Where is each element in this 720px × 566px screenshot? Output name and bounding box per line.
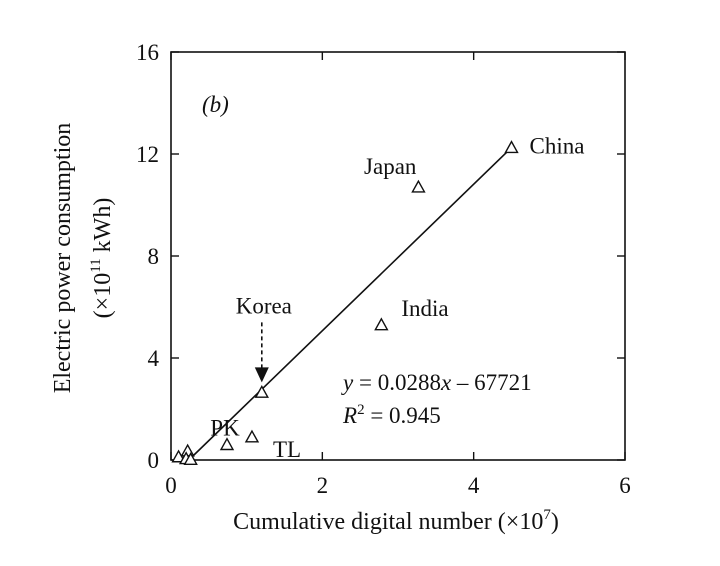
data-point-marker <box>219 437 235 451</box>
y-tick-label: 12 <box>136 142 159 167</box>
point-label-korea: Korea <box>236 293 292 318</box>
point-label-japan: Japan <box>364 154 417 179</box>
data-point-marker <box>374 317 389 331</box>
data-point-marker <box>504 140 519 154</box>
y-tick-label: 16 <box>136 40 159 65</box>
arrow-head <box>254 367 269 383</box>
x-tick-label: 6 <box>619 473 631 498</box>
data-point-marker <box>411 179 426 193</box>
point-label-china: China <box>530 134 585 159</box>
fit-line-group <box>188 147 513 461</box>
data-point-marker <box>244 429 260 443</box>
point-label-pk: PK <box>210 416 240 441</box>
plot-frame <box>170 51 626 461</box>
y-axis-title-line1-group: Electric power consumption <box>50 123 76 394</box>
x-tick-label: 4 <box>468 473 480 498</box>
y-axis-title-line1: Electric power consumption <box>50 123 76 394</box>
point-label-tl: TL <box>273 437 301 462</box>
regression-equation: y = 0.0288x – 67721 <box>341 370 532 395</box>
data-point-marker <box>254 384 269 398</box>
data-point-marker <box>183 452 198 465</box>
y-tick-label: 8 <box>148 244 160 269</box>
y-axis-title-line2-group: (×1011 kWh) <box>88 198 116 319</box>
annotations: (b) y = 0.0288x – 67721 R2 = 0.945 Cumul… <box>50 92 559 535</box>
y-axis-title-line2: (×1011 kWh) <box>88 198 116 319</box>
data-points: China Japan India Korea PK TL <box>171 134 585 465</box>
x-tick-label: 0 <box>165 473 177 498</box>
data-point-marker <box>171 449 186 463</box>
panel-label: (b) <box>202 92 229 117</box>
point-label-india: India <box>401 296 448 321</box>
regression-line <box>188 147 513 461</box>
x-tick-label: 2 <box>317 473 329 498</box>
x-axis-title: Cumulative digital number (×107) <box>233 507 559 535</box>
y-tick-label: 4 <box>148 346 160 371</box>
y-tick-label: 0 <box>148 448 160 473</box>
r-squared: R2 = 0.945 <box>342 402 441 428</box>
